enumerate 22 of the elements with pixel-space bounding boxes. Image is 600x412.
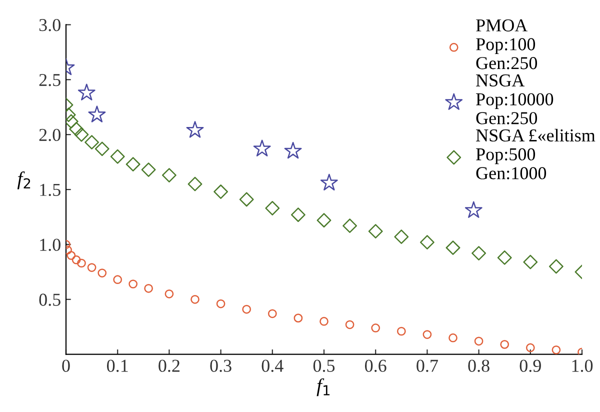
x-tick-label: 0.9 [520, 360, 541, 372]
x-tick-label: 0 [62, 360, 70, 372]
y-tick-label: 1.0 [40, 238, 60, 251]
x-tick-label: 0.4 [262, 360, 284, 372]
x-tick-label: 0.1 [107, 360, 128, 372]
x-tick-label: 0.2 [158, 360, 180, 372]
x-tick-label: 0.5 [313, 360, 335, 372]
y-tick-label: 0.5 [39, 294, 60, 306]
y-tick-label: 1.5 [40, 184, 60, 196]
x-tick-label: 0.3 [210, 360, 232, 372]
legend-label: NSGA £«elitism Pop:500 Gen:1000 [476, 128, 596, 180]
y-axis-title: f$_{2}$ [17, 171, 30, 190]
y-tick-label: 3.0 [39, 18, 60, 32]
y-tick-label: 2.0 [39, 128, 60, 142]
x-tick-label: 0.7 [416, 360, 438, 372]
x-tick-label: 0.8 [468, 360, 490, 372]
legend-label: PMOA Pop:100 Gen:250 [476, 19, 538, 70]
y-tick-label: 2.5 [39, 74, 60, 86]
x-tick-label: 0.6 [365, 360, 386, 372]
legend-label: NSGA Pop:10000 Gen:250 [476, 74, 554, 124]
x-axis-title: f$_{1}$ [316, 378, 330, 396]
x-tick-label: 1.0 [572, 360, 593, 372]
